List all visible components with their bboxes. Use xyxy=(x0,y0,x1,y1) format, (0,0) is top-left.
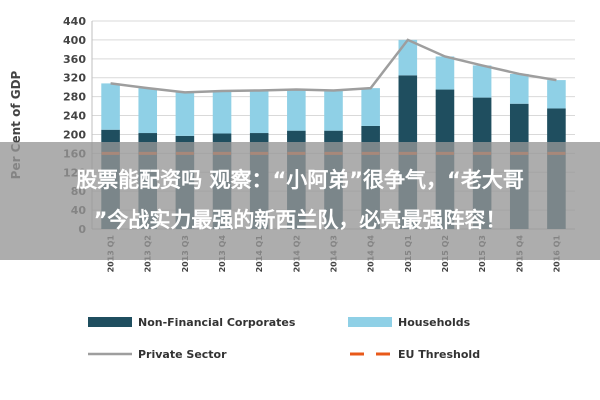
legend-label-eu-threshold: EU Threshold xyxy=(398,348,480,361)
line-private-sector xyxy=(110,38,557,94)
bar-households xyxy=(249,90,269,134)
bar-households xyxy=(101,83,120,130)
bar-households xyxy=(547,80,566,109)
y-tick-label: 440 xyxy=(63,15,86,28)
lines xyxy=(110,38,557,94)
bar-households xyxy=(138,88,158,134)
bar-households xyxy=(324,90,343,131)
caption-banner xyxy=(0,142,600,260)
y-tick-label: 400 xyxy=(63,34,86,47)
legend-label-households: Households xyxy=(398,316,471,329)
y-tick-label: 200 xyxy=(63,128,86,141)
bar-households xyxy=(509,73,529,104)
bar-households xyxy=(361,88,380,126)
bar-households xyxy=(435,56,455,90)
caption-line-2: ”今战实力最强的新西兰队，必亮最强阵容！ xyxy=(93,208,507,232)
bar-households xyxy=(212,90,232,134)
bar-households xyxy=(472,65,492,98)
caption-line-1: 股票能配资吗 观察：“小阿弟”很争气，“老大哥 xyxy=(76,168,524,192)
y-tick-label: 280 xyxy=(63,91,86,104)
legend-swatch-households xyxy=(348,317,392,327)
bar-households xyxy=(398,39,418,76)
y-tick-label: 320 xyxy=(63,72,86,85)
legend-label-non-financial-corporates: Non-Financial Corporates xyxy=(138,316,296,329)
y-tick-label: 360 xyxy=(63,53,86,66)
y-tick-label: 240 xyxy=(63,110,86,123)
legend-swatch-non-financial-corporates xyxy=(88,317,132,327)
legend-label-private-sector: Private Sector xyxy=(138,348,227,361)
legend: Non-Financial Corporates Households Privat… xyxy=(88,316,480,361)
caption-text: 股票能配资吗 观察：“小阿弟”很争气，“老大哥 ”今战实力最强的新西兰队，必亮最… xyxy=(0,160,600,240)
bar-households xyxy=(287,89,306,131)
bar-households xyxy=(175,92,195,136)
